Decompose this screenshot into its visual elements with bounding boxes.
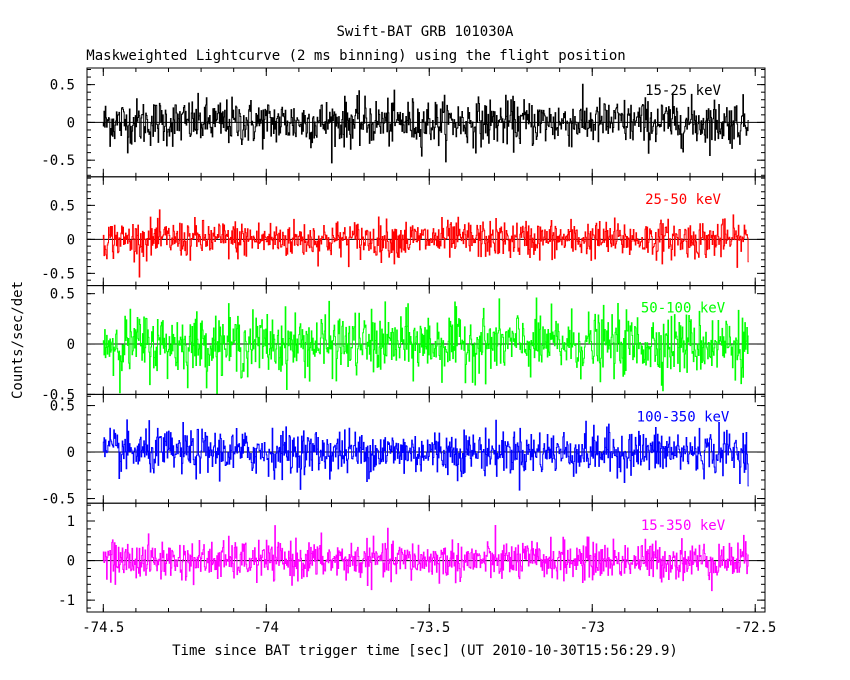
y-tick-label: 0 — [67, 337, 75, 353]
y-tick-label: 1 — [67, 514, 75, 530]
y-tick-label: 0.5 — [50, 198, 75, 214]
series-label: 15-350 keV — [641, 518, 726, 534]
chart-title: Swift-BAT GRB 101030A — [336, 24, 514, 40]
y-tick-label: -0.5 — [41, 153, 75, 169]
y-tick-label: 0 — [67, 232, 75, 248]
series-line — [102, 297, 749, 395]
series-label: 100-350 keV — [637, 409, 730, 425]
panel-3: 50-100 keV -0.5 0 0.5 — [41, 285, 766, 403]
chart-subtitle: Maskweighted Lightcurve (2 ms binning) u… — [86, 48, 625, 64]
series-line — [102, 419, 749, 491]
y-tick-label: -0.5 — [41, 387, 75, 403]
x-axis-label: Time since BAT trigger time [sec] (UT 20… — [172, 643, 678, 659]
y-tick-label: -1 — [58, 593, 75, 609]
y-tick-label: 0.5 — [50, 399, 75, 415]
y-tick-label: 0 — [67, 115, 75, 131]
panel-5: 15-350 keV -1 0 1 — [58, 502, 766, 613]
y-tick-label: 0.5 — [50, 287, 75, 303]
x-tick-label: -74.5 — [82, 620, 124, 636]
y-tick-label: 0 — [67, 445, 75, 461]
y-tick-label: -0.5 — [41, 266, 75, 282]
panel-frame — [86, 502, 766, 613]
series-line — [102, 209, 749, 278]
x-tick-label: -73 — [580, 620, 605, 636]
series-label: 25-50 keV — [645, 192, 721, 208]
series-line — [102, 83, 749, 164]
y-axis-label: Counts/sec/det — [10, 281, 26, 399]
panel-4: 100-350 keV -0.5 0 0.5 — [41, 393, 766, 508]
y-tick-label: -0.5 — [41, 492, 75, 508]
panels-group: 15-25 keV-0.500.525-50 keV-0.500.550-100… — [41, 67, 776, 636]
series-label: 15-25 keV — [645, 83, 721, 99]
panel-1: 15-25 keV -0.5 0 0.5 — [41, 67, 766, 178]
y-tick-label: 0 — [67, 554, 75, 570]
x-tick-label: -72.5 — [734, 620, 776, 636]
series-label: 50-100 keV — [641, 301, 726, 317]
panel-2: 25-50 keV -0.5 0 0.5 — [41, 176, 766, 287]
x-tick-label: -74 — [254, 620, 279, 636]
y-tick-label: 0.5 — [50, 78, 75, 94]
x-tick-label: -73.5 — [408, 620, 450, 636]
series-line — [102, 524, 749, 592]
